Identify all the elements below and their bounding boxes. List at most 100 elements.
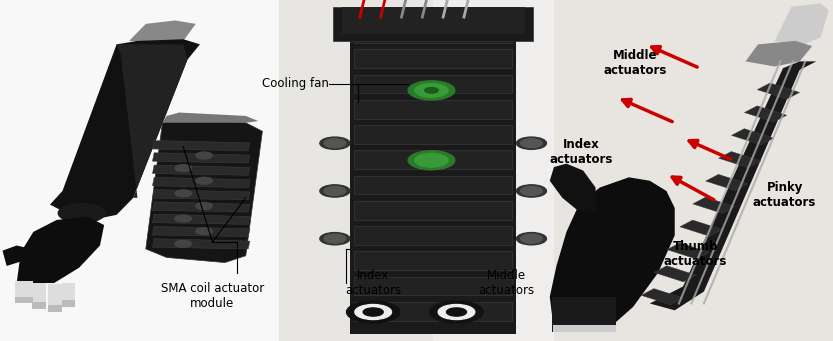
Polygon shape: [550, 177, 675, 331]
Polygon shape: [152, 202, 250, 212]
Bar: [62, 300, 75, 307]
Text: Middle
actuators: Middle actuators: [603, 49, 666, 77]
Circle shape: [415, 84, 448, 97]
Circle shape: [324, 187, 346, 195]
Polygon shape: [152, 239, 250, 249]
Circle shape: [324, 234, 346, 243]
Polygon shape: [552, 297, 575, 332]
Polygon shape: [569, 325, 586, 332]
Text: Index
actuators: Index actuators: [345, 269, 402, 297]
Bar: [354, 201, 512, 220]
Circle shape: [438, 305, 475, 320]
Circle shape: [196, 228, 212, 235]
Polygon shape: [553, 325, 574, 332]
Polygon shape: [32, 283, 46, 303]
Circle shape: [175, 240, 192, 247]
Circle shape: [415, 153, 448, 167]
Bar: [354, 24, 512, 43]
Polygon shape: [598, 297, 616, 332]
Polygon shape: [152, 140, 250, 151]
Polygon shape: [152, 214, 250, 224]
Circle shape: [408, 81, 455, 100]
Polygon shape: [650, 61, 816, 310]
Bar: [350, 7, 516, 334]
Circle shape: [363, 308, 383, 316]
Text: SMA coil actuator
module: SMA coil actuator module: [161, 282, 264, 310]
Bar: [354, 49, 512, 68]
Polygon shape: [745, 106, 786, 122]
Bar: [354, 150, 512, 169]
Circle shape: [320, 137, 350, 149]
Polygon shape: [50, 39, 200, 222]
Polygon shape: [146, 118, 262, 263]
Polygon shape: [719, 151, 761, 168]
Polygon shape: [775, 3, 829, 46]
Circle shape: [516, 137, 546, 149]
Circle shape: [175, 165, 192, 172]
Polygon shape: [583, 297, 601, 332]
Polygon shape: [599, 325, 616, 332]
Circle shape: [408, 151, 455, 170]
Polygon shape: [152, 153, 250, 163]
Bar: [32, 302, 46, 309]
Text: Cooling fan: Cooling fan: [262, 77, 329, 90]
Bar: [342, 7, 525, 34]
Bar: [554, 0, 833, 341]
Polygon shape: [152, 165, 250, 175]
Bar: [333, 7, 533, 41]
Polygon shape: [17, 217, 104, 283]
Polygon shape: [129, 20, 196, 44]
Polygon shape: [152, 177, 250, 188]
Polygon shape: [568, 297, 587, 332]
Circle shape: [196, 203, 212, 209]
Bar: [354, 251, 512, 270]
Circle shape: [196, 177, 212, 184]
Polygon shape: [584, 325, 601, 332]
Bar: [0, 0, 279, 341]
Polygon shape: [117, 44, 187, 198]
Polygon shape: [62, 283, 75, 302]
Bar: [354, 302, 512, 321]
Circle shape: [355, 305, 392, 320]
Circle shape: [521, 234, 542, 243]
Polygon shape: [550, 164, 596, 211]
Polygon shape: [731, 129, 774, 145]
Bar: [354, 176, 512, 194]
Polygon shape: [746, 41, 812, 66]
Bar: [354, 277, 512, 295]
Polygon shape: [152, 190, 250, 200]
Polygon shape: [693, 197, 735, 213]
Polygon shape: [152, 226, 250, 237]
Polygon shape: [706, 174, 748, 191]
Polygon shape: [15, 281, 33, 298]
Circle shape: [430, 301, 483, 323]
Bar: [354, 226, 512, 245]
Polygon shape: [680, 220, 722, 236]
Circle shape: [347, 301, 400, 323]
Circle shape: [175, 215, 192, 222]
Bar: [48, 305, 62, 312]
Circle shape: [320, 185, 350, 197]
Circle shape: [446, 308, 466, 316]
Polygon shape: [654, 266, 696, 282]
Circle shape: [320, 233, 350, 245]
Polygon shape: [641, 288, 683, 305]
Text: Middle
actuators: Middle actuators: [478, 269, 535, 297]
Text: Pinky
actuators: Pinky actuators: [753, 181, 816, 209]
Polygon shape: [2, 246, 33, 266]
Circle shape: [516, 185, 546, 197]
Text: Index
actuators: Index actuators: [550, 138, 613, 166]
Circle shape: [521, 139, 542, 148]
Circle shape: [175, 190, 192, 197]
Circle shape: [425, 88, 438, 93]
Circle shape: [196, 152, 212, 159]
Circle shape: [58, 204, 105, 223]
Polygon shape: [162, 113, 258, 123]
Circle shape: [521, 187, 542, 195]
Bar: [15, 297, 33, 303]
Bar: [279, 0, 554, 341]
Bar: [354, 100, 512, 119]
Polygon shape: [757, 83, 800, 99]
Bar: [554, 0, 833, 341]
Polygon shape: [667, 243, 709, 259]
